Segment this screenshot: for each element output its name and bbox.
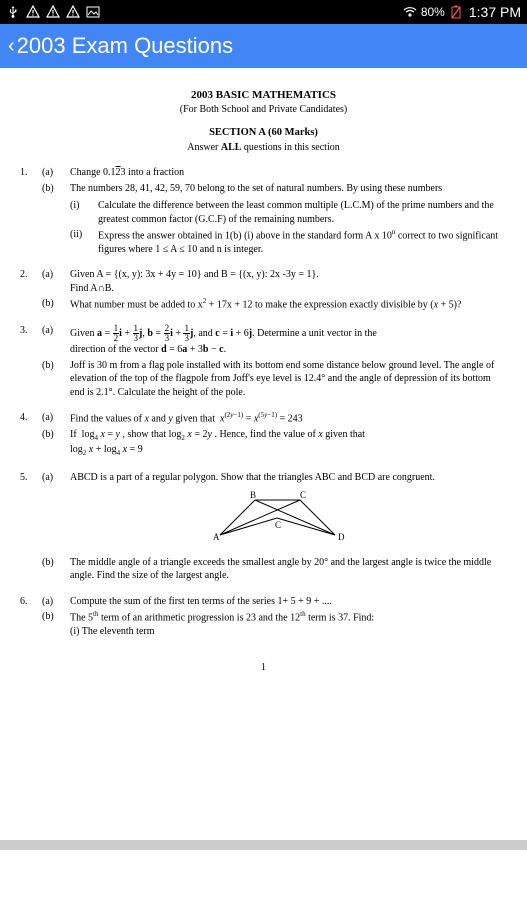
warning-icon	[46, 5, 60, 19]
usb-icon	[6, 5, 20, 19]
app-header: ‹ 2003 Exam Questions	[0, 24, 527, 68]
q1a-label: (a)	[42, 166, 70, 180]
q5b-text: The middle angle of a triangle exceeds t…	[70, 556, 507, 583]
warning-icon	[66, 5, 80, 19]
q4b-text: If log4 x = y , show that log2 x = 2y . …	[70, 428, 507, 459]
battery-percent: 80%	[421, 5, 445, 19]
question-3: 3. (a)Given a = 12i + 13j, b = 23i + 13j…	[20, 324, 507, 401]
q1bi-label: (i)	[70, 199, 98, 226]
q2a-text: Given A = {(x, y): 3x + 4y = 10} and B =…	[70, 268, 507, 295]
q3b-label: (b)	[42, 359, 70, 400]
q2b-label: (b)	[42, 297, 70, 312]
doc-title: 2003 BASIC MATHEMATICS	[20, 88, 507, 103]
q1bii-label: (ii)	[70, 228, 98, 256]
question-5: 5. (a)ABCD is a part of a regular polygo…	[20, 471, 507, 585]
q5a-label: (a)	[42, 471, 70, 485]
q3b-text: Joff is 30 m from a flag pole installed …	[70, 359, 507, 400]
section-instr: Answer ALL questions in this section	[20, 141, 507, 155]
image-icon	[86, 5, 100, 19]
svg-text:D: D	[338, 532, 345, 542]
q1-num: 1.	[20, 166, 42, 258]
svg-text:C: C	[275, 520, 281, 530]
back-icon[interactable]: ‹	[8, 35, 15, 58]
q4a-text: Find the values of x and y given that x(…	[70, 411, 507, 426]
q4-num: 4.	[20, 411, 42, 461]
footer-divider	[0, 840, 527, 850]
question-4: 4. (a)Find the values of x and y given t…	[20, 411, 507, 461]
document-content: 2003 BASIC MATHEMATICS (For Both School …	[0, 68, 527, 674]
doc-subtitle: (For Both School and Private Candidates)	[20, 103, 507, 117]
q1a-text: Change 0.123 into a fraction	[70, 166, 507, 180]
q5b-label: (b)	[42, 556, 70, 583]
q6a-text: Compute the sum of the first ten terms o…	[70, 595, 507, 609]
polygon-diagram: A B C C D	[42, 490, 507, 550]
status-bar: 80% 1:37 PM	[0, 0, 527, 24]
q2a-label: (a)	[42, 268, 70, 295]
q2-num: 2.	[20, 268, 42, 314]
q1bi-text: Calculate the difference between the lea…	[98, 199, 507, 226]
q3a-label: (a)	[42, 324, 70, 357]
q2b-text: What number must be added to x2 + 17x + …	[70, 297, 507, 312]
q6b-text: The 5th term of an arithmetic progressio…	[70, 610, 507, 638]
question-1: 1. (a)Change 0.123 into a fraction (b)Th…	[20, 166, 507, 258]
header-title: 2003 Exam Questions	[17, 33, 233, 59]
q3-num: 3.	[20, 324, 42, 401]
q1b-label: (b)	[42, 182, 70, 196]
q4a-label: (a)	[42, 411, 70, 426]
section-title: SECTION A (60 Marks)	[20, 126, 507, 140]
battery-icon	[449, 5, 463, 19]
q1b-text: The numbers 28, 41, 42, 59, 70 belong to…	[70, 182, 507, 196]
q3a-text: Given a = 12i + 13j, b = 23i + 13j, and …	[70, 324, 507, 357]
status-right: 80% 1:37 PM	[403, 4, 521, 20]
q6a-label: (a)	[42, 595, 70, 609]
q6-num: 6.	[20, 595, 42, 641]
svg-text:A: A	[213, 532, 220, 542]
clock: 1:37 PM	[469, 4, 521, 20]
question-6: 6. (a)Compute the sum of the first ten t…	[20, 595, 507, 641]
status-left	[6, 5, 403, 19]
wifi-icon	[403, 5, 417, 19]
warning-icon	[26, 5, 40, 19]
q5-num: 5.	[20, 471, 42, 585]
q4b-label: (b)	[42, 428, 70, 459]
svg-text:B: B	[250, 490, 256, 500]
q1bii-text: Express the answer obtained in 1(b) (i) …	[98, 228, 507, 256]
q5a-text: ABCD is a part of a regular polygon. Sho…	[70, 471, 507, 485]
question-2: 2. (a)Given A = {(x, y): 3x + 4y = 10} a…	[20, 268, 507, 314]
svg-text:C: C	[300, 490, 306, 500]
q6b-label: (b)	[42, 610, 70, 638]
page-number: 1	[20, 661, 507, 675]
